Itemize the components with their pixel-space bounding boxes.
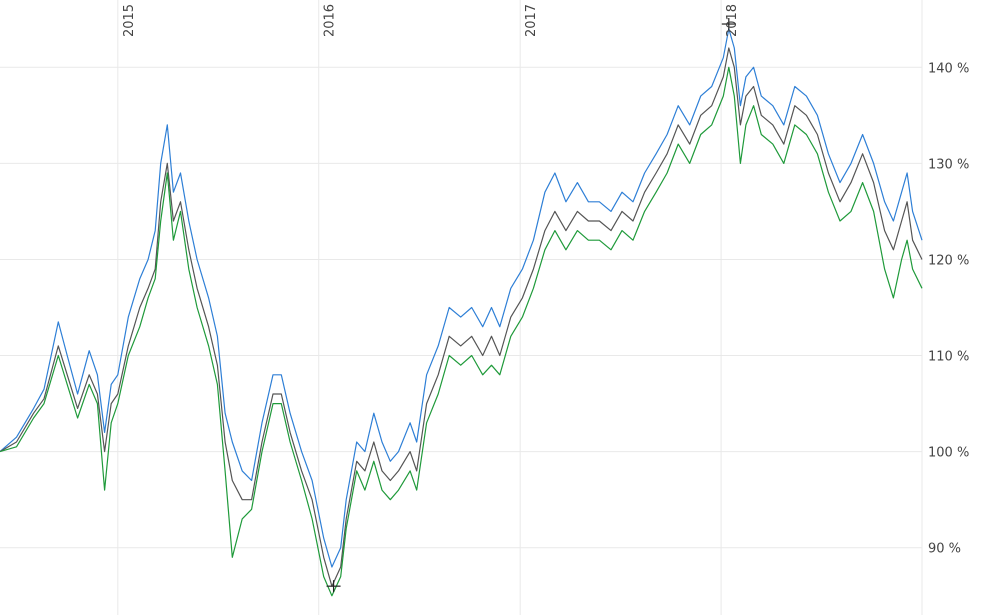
y-tick-label: 130 % xyxy=(928,157,969,172)
grid-layer xyxy=(0,0,923,615)
y-tick-label: 140 % xyxy=(928,61,969,76)
series-layer xyxy=(0,28,923,597)
series-line-2 xyxy=(0,47,923,587)
marker-layer xyxy=(326,18,736,593)
max-marker xyxy=(721,18,736,31)
label-layer: 90 % 100 % 110 % 120 % 130 % 140 % 2015 2016 201… xyxy=(122,4,970,557)
min-marker xyxy=(326,580,341,593)
series-line-1 xyxy=(0,28,923,568)
x-tick-label: 2018 xyxy=(725,4,740,37)
series-line-3 xyxy=(0,66,923,597)
y-tick-label: 110 % xyxy=(928,350,969,365)
y-tick-label: 90 % xyxy=(928,542,961,557)
x-tick-label: 2016 xyxy=(323,4,338,37)
y-tick-label: 100 % xyxy=(928,446,969,461)
y-tick-label: 120 % xyxy=(928,253,969,268)
x-tick-label: 2015 xyxy=(122,4,137,37)
x-tick-label: 2017 xyxy=(524,4,539,37)
